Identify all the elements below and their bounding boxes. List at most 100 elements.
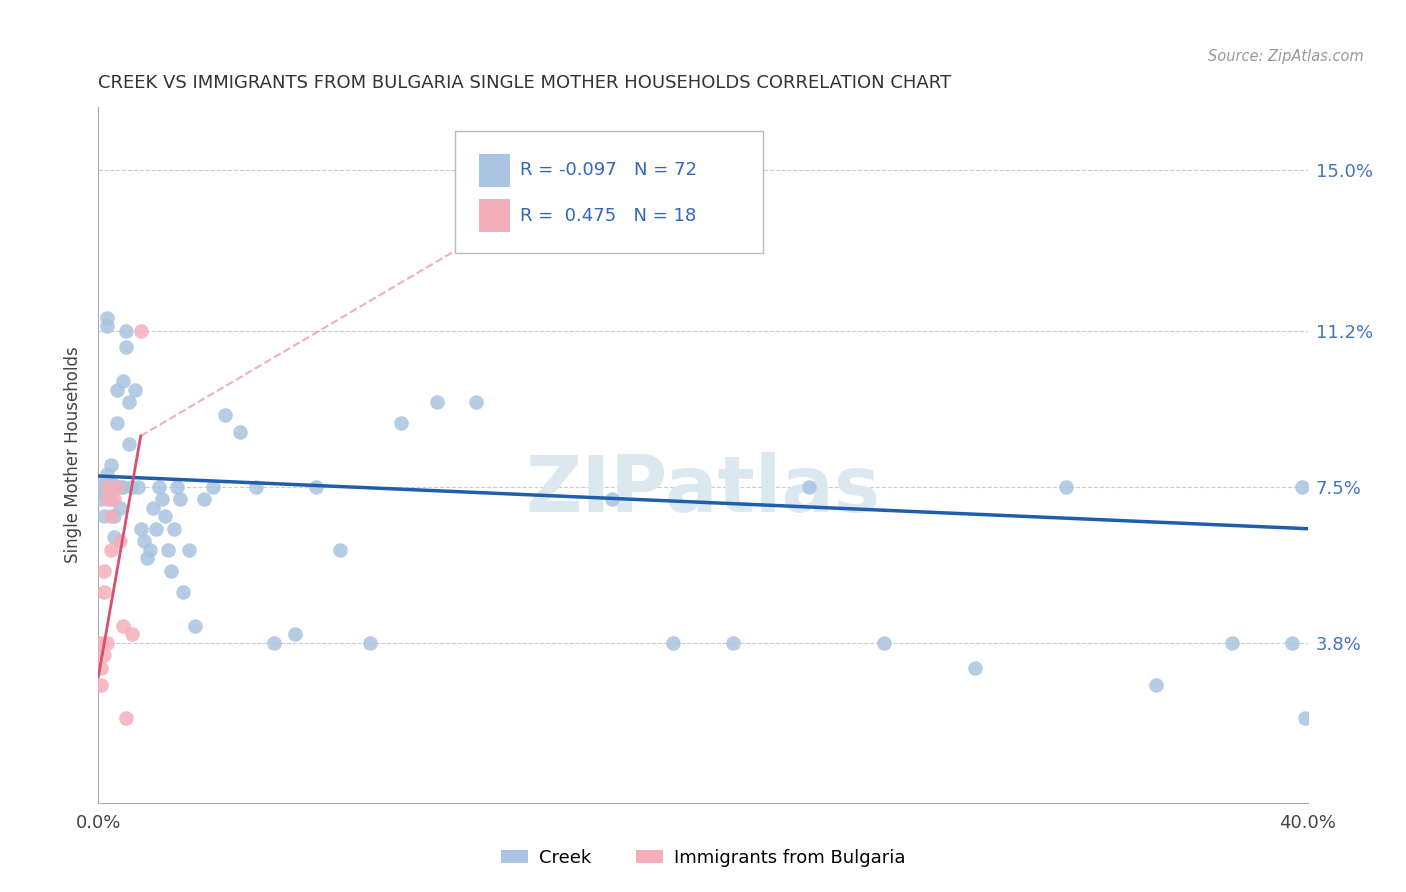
FancyBboxPatch shape: [456, 131, 763, 253]
Point: [124, 383, 146, 397]
Point: [121, 627, 143, 641]
Point: [108, 479, 131, 493]
Point: [105, 479, 128, 493]
Point: [229, 425, 252, 439]
Point: [100, 509, 122, 524]
Point: [111, 618, 134, 632]
Point: [153, 509, 176, 524]
Point: [96, 635, 118, 649]
Point: [329, 542, 352, 557]
Point: [129, 324, 152, 338]
Point: [103, 509, 125, 524]
Point: [93, 509, 115, 524]
Point: [150, 492, 173, 507]
Point: [96, 479, 118, 493]
Point: [111, 374, 134, 388]
Point: [214, 408, 236, 422]
Point: [93, 564, 115, 578]
Point: [148, 479, 170, 493]
Point: [163, 522, 186, 536]
Point: [90, 479, 112, 493]
Point: [202, 479, 225, 493]
Point: [105, 417, 128, 431]
Bar: [479, 153, 509, 187]
Point: [100, 542, 122, 557]
Point: [103, 530, 125, 544]
Point: [90, 635, 112, 649]
Point: [127, 479, 149, 493]
Legend: Creek, Immigrants from Bulgaria: Creek, Immigrants from Bulgaria: [494, 841, 912, 874]
Point: [96, 319, 118, 334]
Point: [156, 542, 179, 557]
Point: [661, 635, 683, 649]
Point: [90, 678, 112, 692]
Point: [305, 479, 328, 493]
Point: [118, 395, 141, 409]
Point: [465, 395, 488, 409]
Point: [90, 492, 112, 507]
Point: [1291, 479, 1313, 493]
Point: [1281, 635, 1303, 649]
Point: [172, 585, 194, 599]
Point: [797, 479, 820, 493]
Point: [965, 661, 987, 675]
Point: [103, 492, 125, 507]
Point: [90, 661, 112, 675]
Point: [96, 467, 118, 481]
Text: CREEK VS IMMIGRANTS FROM BULGARIA SINGLE MOTHER HOUSEHOLDS CORRELATION CHART: CREEK VS IMMIGRANTS FROM BULGARIA SINGLE…: [98, 74, 952, 92]
Point: [1220, 635, 1243, 649]
Point: [96, 492, 118, 507]
Point: [114, 340, 136, 354]
Point: [132, 534, 155, 549]
Point: [121, 479, 143, 493]
Y-axis label: Single Mother Households: Single Mother Households: [65, 347, 83, 563]
Point: [184, 618, 207, 632]
Point: [108, 500, 131, 515]
Point: [142, 500, 165, 515]
Point: [245, 479, 267, 493]
Point: [426, 395, 449, 409]
Point: [139, 542, 162, 557]
Text: R =  0.475   N = 18: R = 0.475 N = 18: [520, 207, 696, 225]
Point: [111, 479, 134, 493]
Text: R = -0.097   N = 72: R = -0.097 N = 72: [520, 161, 697, 179]
Point: [1144, 678, 1167, 692]
Point: [93, 648, 115, 663]
Point: [1294, 711, 1316, 725]
Point: [93, 488, 115, 502]
Point: [193, 492, 215, 507]
Point: [145, 522, 167, 536]
Point: [1054, 479, 1077, 493]
Point: [118, 437, 141, 451]
Point: [723, 635, 745, 649]
Point: [93, 585, 115, 599]
Point: [169, 492, 191, 507]
Point: [100, 475, 122, 490]
Point: [105, 383, 128, 397]
Point: [114, 711, 136, 725]
Point: [108, 534, 131, 549]
Text: Source: ZipAtlas.com: Source: ZipAtlas.com: [1208, 49, 1364, 64]
Point: [510, 227, 533, 241]
Point: [360, 635, 382, 649]
Point: [389, 417, 412, 431]
Text: ZIPatlas: ZIPatlas: [526, 451, 880, 528]
Bar: [479, 199, 509, 232]
Point: [114, 324, 136, 338]
Point: [135, 551, 157, 566]
Point: [100, 492, 122, 507]
Point: [96, 310, 118, 325]
Point: [284, 627, 307, 641]
Point: [179, 542, 201, 557]
Point: [873, 635, 896, 649]
Point: [100, 458, 122, 473]
Point: [93, 475, 115, 490]
Point: [602, 492, 624, 507]
Point: [166, 479, 188, 493]
Point: [105, 479, 128, 493]
Point: [263, 635, 285, 649]
Point: [96, 479, 118, 493]
Point: [555, 214, 578, 228]
Point: [160, 564, 183, 578]
Point: [129, 522, 152, 536]
